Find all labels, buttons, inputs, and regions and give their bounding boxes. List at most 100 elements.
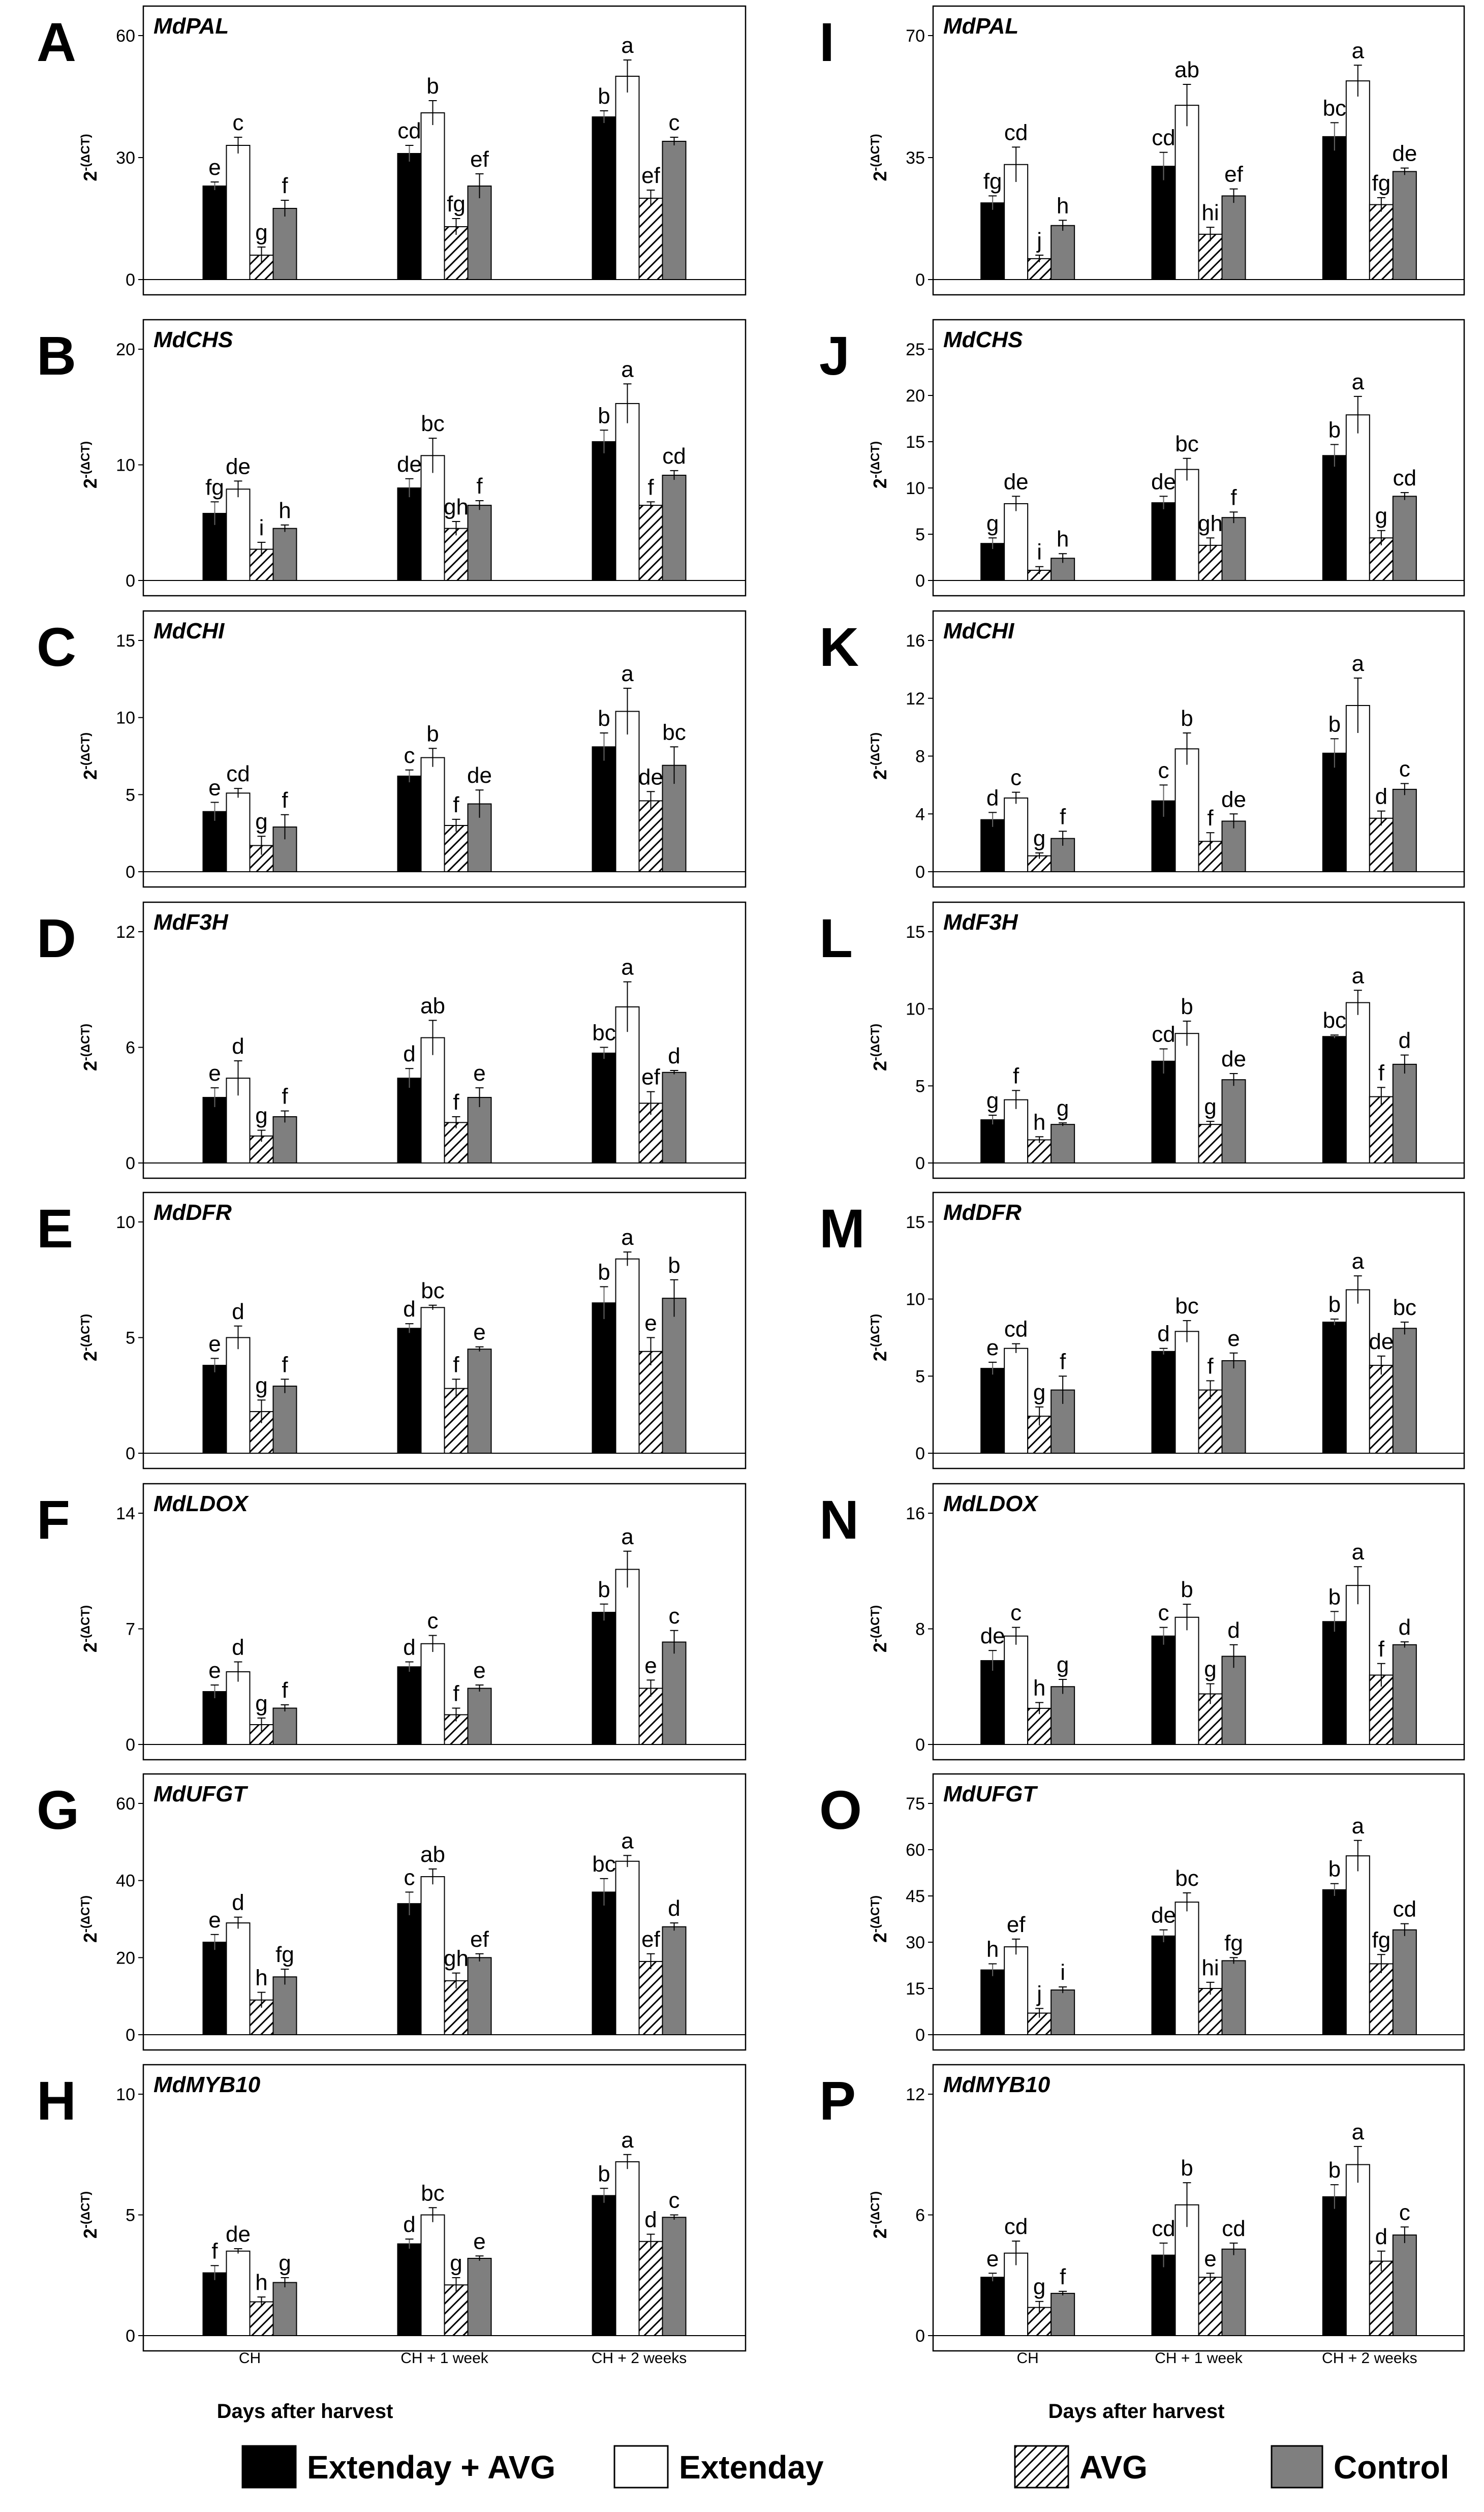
significance-letter: a — [621, 2128, 634, 2153]
significance-letter: g — [1057, 1652, 1069, 1677]
significance-letter: fg — [1372, 1927, 1390, 1952]
bar — [980, 1969, 1005, 2036]
panel-title: MdUFGT — [943, 1782, 1038, 1806]
bar — [1198, 1988, 1223, 2035]
bar — [662, 1926, 687, 2036]
panel-title: MdPAL — [943, 14, 1018, 39]
significance-letter: g — [1033, 2275, 1045, 2300]
y-tick-label: 0 — [915, 2026, 925, 2045]
y-axis-label: 2-(ΔCT) — [79, 1605, 101, 1652]
bar — [662, 1298, 687, 1454]
significance-letter: bc — [662, 720, 686, 745]
y-axis-label: 2-(ΔCT) — [79, 1895, 101, 1943]
x-tick-label: CH + 2 weeks — [592, 2350, 687, 2367]
bar — [980, 1119, 1005, 1163]
bar — [1345, 80, 1370, 280]
y-tick-label: 15 — [906, 1213, 925, 1232]
bar — [467, 505, 492, 581]
bar — [1198, 233, 1223, 281]
bar — [467, 1349, 492, 1454]
y-axis-label: 2-(ΔCT) — [79, 1314, 101, 1361]
bar — [397, 1666, 422, 1745]
significance-letter: cd — [226, 761, 250, 786]
y-tick-label: 70 — [906, 26, 925, 46]
bar — [1392, 1063, 1417, 1164]
significance-letter: de — [226, 2222, 251, 2247]
y-tick-label: 0 — [126, 1154, 135, 1173]
significance-letter: a — [1352, 1540, 1365, 1565]
significance-letter: f — [647, 475, 654, 500]
y-tick-label: 5 — [126, 1329, 135, 1348]
y-tick-label: 10 — [116, 2085, 135, 2104]
y-tick-label: 10 — [116, 1213, 135, 1232]
panel-title: MdCHI — [943, 619, 1014, 644]
significance-letter: d — [668, 1896, 680, 1921]
panel-title: MdDFR — [943, 1200, 1022, 1225]
panel-letter: N — [819, 1489, 859, 1550]
bar — [662, 2217, 687, 2336]
y-tick-label: 0 — [915, 1444, 925, 1463]
significance-letter: gh — [1198, 511, 1223, 536]
bar — [1392, 1929, 1417, 2036]
bar — [1151, 166, 1176, 280]
significance-letter: g — [1033, 826, 1045, 851]
significance-letter: fg — [1224, 1931, 1243, 1955]
significance-letter: fg — [205, 475, 224, 500]
significance-letter: f — [453, 792, 459, 817]
bar — [420, 1876, 445, 2035]
significance-letter: e — [644, 1653, 657, 1678]
significance-letter: f — [476, 474, 483, 499]
panel-O: O MdUFGT015304560752-(ΔCT)hefjidebchifgba… — [819, 1773, 1465, 2051]
bar — [272, 208, 297, 280]
significance-letter: f — [282, 173, 288, 198]
bar — [420, 1037, 445, 1163]
significance-letter: f — [282, 1678, 288, 1703]
significance-letter: b — [598, 84, 610, 109]
significance-letter: bc — [1393, 1295, 1416, 1320]
significance-letter: h — [255, 1966, 267, 1990]
bar — [592, 1891, 616, 2036]
panel-title: MdUFGT — [153, 1782, 248, 1806]
bar — [202, 186, 227, 280]
bar — [1174, 1616, 1199, 1745]
significance-letter: b — [1328, 1292, 1341, 1317]
panel-title: MdCHI — [153, 619, 225, 644]
bar — [615, 1258, 640, 1454]
significance-letter: c — [1158, 1601, 1169, 1626]
legend-swatch — [1014, 2445, 1069, 2489]
bar — [397, 487, 422, 581]
significance-letter: f — [1378, 1637, 1385, 1662]
bar — [397, 775, 422, 873]
significance-letter: e — [1204, 2246, 1216, 2271]
bar — [1151, 1060, 1176, 1164]
panel-letter: E — [37, 1198, 73, 1259]
significance-letter: e — [208, 1658, 221, 1683]
bar — [1322, 455, 1347, 581]
significance-letter: e — [986, 2246, 999, 2271]
significance-letter: d — [403, 2212, 415, 2237]
bar — [1050, 1989, 1075, 2036]
y-tick-label: 0 — [915, 1735, 925, 1755]
bar — [1322, 2196, 1347, 2336]
significance-letter: c — [1158, 758, 1169, 783]
y-axis-label: 2-(ΔCT) — [79, 732, 101, 780]
significance-letter: a — [1352, 963, 1365, 988]
significance-letter: ef — [470, 1927, 489, 1952]
significance-letter: c — [669, 1604, 680, 1629]
significance-letter: ef — [1224, 162, 1243, 187]
significance-letter: g — [1204, 1094, 1216, 1119]
y-tick-label: 15 — [116, 631, 135, 651]
significance-letter: gh — [444, 1946, 469, 1971]
significance-letter: ab — [420, 993, 445, 1018]
bar — [1198, 1124, 1223, 1164]
bar — [397, 1903, 422, 2036]
bar — [1322, 1621, 1347, 1745]
bar — [467, 2258, 492, 2336]
bar — [467, 1957, 492, 2035]
significance-letter: f — [1207, 1354, 1214, 1378]
significance-letter: bc — [1175, 1866, 1198, 1891]
bar — [638, 1351, 663, 1454]
y-tick-label: 7 — [126, 1620, 135, 1639]
y-tick-label: 40 — [116, 1872, 135, 1891]
